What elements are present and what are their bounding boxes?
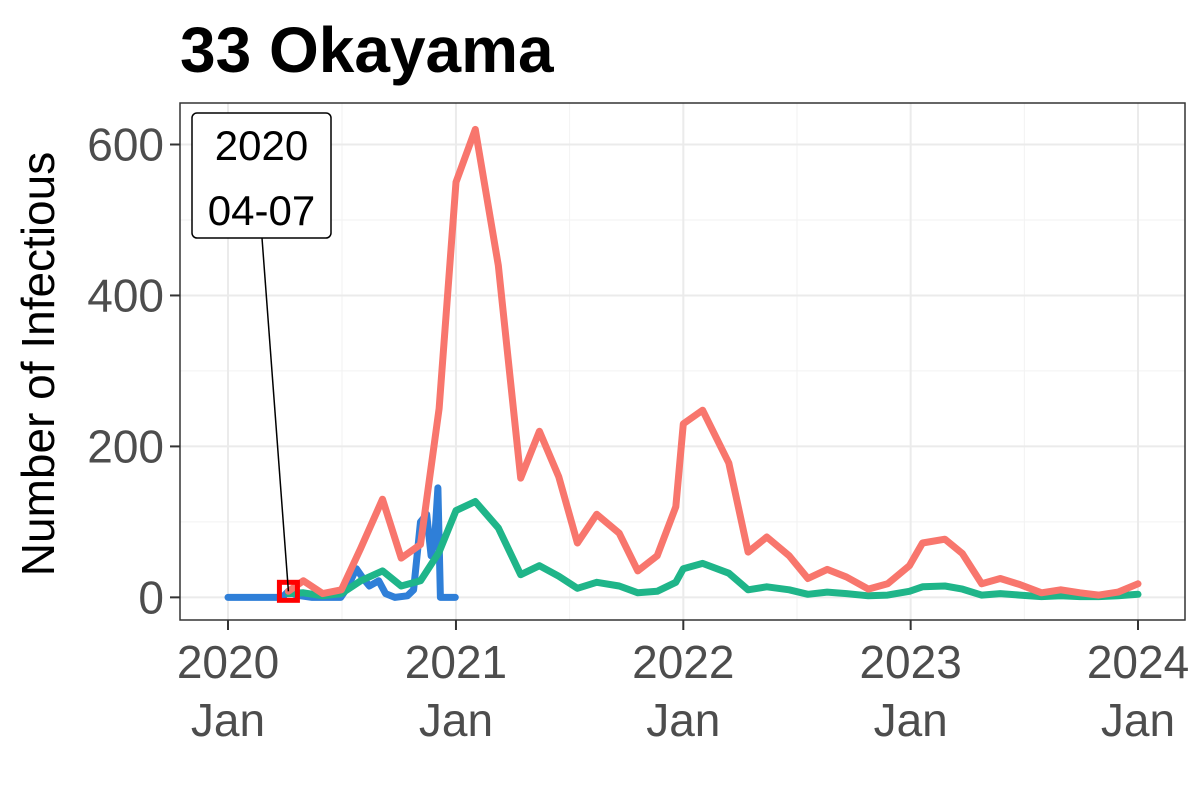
series-line-1 <box>284 125 1142 599</box>
x-tick-label-year: 2021 <box>405 636 507 688</box>
y-tick-label: 0 <box>138 571 164 623</box>
annotation-box <box>191 112 332 239</box>
annotation-line-2: 04-07 <box>208 187 315 234</box>
x-tick-label-month: Jan <box>419 694 493 746</box>
x-tick-label-month: Jan <box>191 694 265 746</box>
chart-title: 33 Okayama <box>180 14 554 86</box>
y-tick-label: 200 <box>87 420 164 472</box>
y-tick-label: 600 <box>87 119 164 171</box>
annotation-line-1: 2020 <box>215 122 308 169</box>
annotation-leader-line <box>261 237 290 592</box>
x-tick-label-month: Jan <box>874 694 948 746</box>
x-tick-label-month: Jan <box>1101 694 1175 746</box>
x-tick-label-year: 2024 <box>1087 636 1189 688</box>
y-tick-label: 400 <box>87 269 164 321</box>
y-axis-label: Number of Infectious <box>12 152 64 576</box>
x-tick-label-year: 2023 <box>859 636 961 688</box>
series-line-2 <box>284 498 1142 601</box>
axes: 0 200 400 600 2020 Jan 2021 Jan 2022 Jan 2023 Jan 20… <box>87 119 1189 746</box>
annotation: 2020 04-07 <box>191 112 332 592</box>
x-tick-label-month: Jan <box>646 694 720 746</box>
series-lines <box>224 125 1142 601</box>
x-tick-label-year: 2022 <box>632 636 734 688</box>
x-tick-label-year: 2020 <box>177 636 279 688</box>
